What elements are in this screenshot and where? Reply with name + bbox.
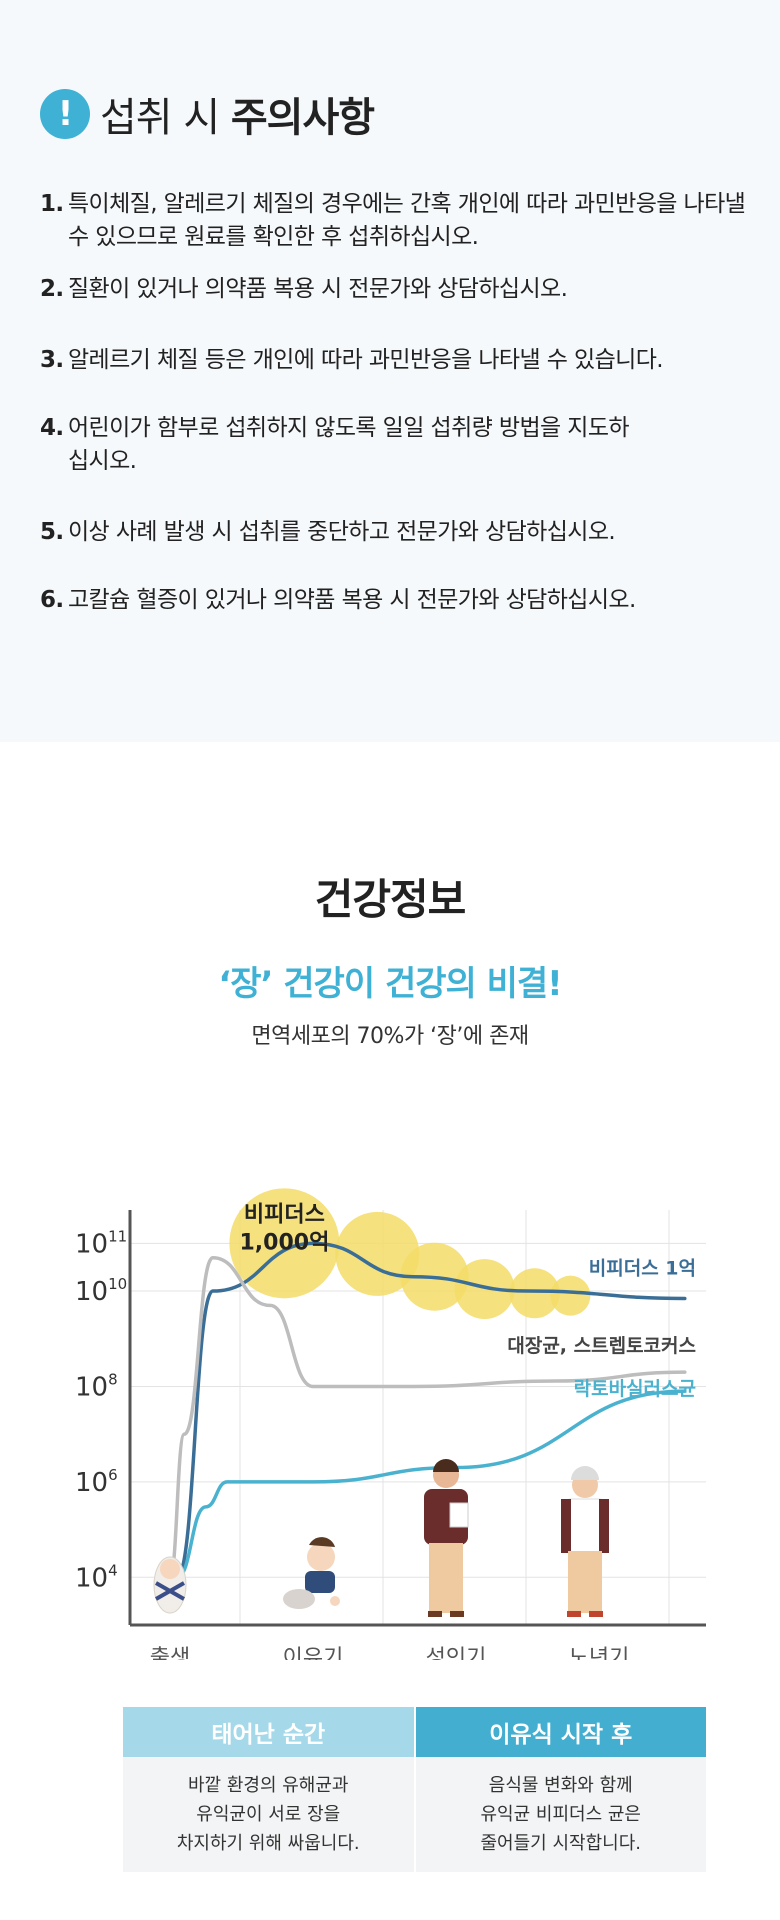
caution-item-text: 질환이 있거나 의약품 복용 시 전문가와 상담하십시오. (68, 276, 568, 302)
caution-item-number: 2. (40, 276, 64, 302)
elderly-cardigan (599, 1499, 609, 1553)
stage-text-birth: 바깥 환경의 유해균과 유익균이 서로 장을 차지하기 위해 싸웁니다. (123, 1757, 414, 1872)
caution-item-number: 5. (40, 519, 64, 545)
caution-item-number: 1. (40, 191, 64, 217)
x-tick-label: 이유기 (283, 1646, 344, 1660)
chart-series (168, 1241, 687, 1580)
x-tick-label: 출생 (150, 1646, 190, 1660)
caution-item: 1. 특이체질, 알레르기 체질의 경우에는 간혹 개인에 따라 과민반응을 나… (40, 188, 750, 254)
elderly-hair (571, 1466, 599, 1480)
stage-divider (413, 1757, 416, 1872)
series-line (175, 1241, 687, 1580)
y-tick-label: 104 (75, 1561, 118, 1593)
y-tick-label: 108 (75, 1370, 118, 1402)
stage-header-birth: 태어난 순간 (123, 1707, 414, 1757)
child-pants (283, 1589, 315, 1609)
chart-figures (153, 1459, 609, 1617)
caution-item-number: 3. (40, 347, 64, 373)
caution-item-text: 이상 사례 발생 시 섭취를 중단하고 전문가와 상담하십시오. (68, 519, 616, 545)
x-tick-label: 성인기 (426, 1646, 487, 1660)
y-tick-label: 1011 (75, 1227, 127, 1259)
y-tick-label: 1010 (75, 1275, 127, 1307)
caution-item: 4. 어린이가 함부로 섭취하지 않도록 일일 섭취량 방법을 지도하십시오. (40, 412, 640, 478)
caution-title: ! 섭취 시 주의사항 (40, 84, 375, 144)
series-line (175, 1389, 687, 1580)
stage-text-weaning: 음식물 변화와 함께 유익균 비피더스 균은 줄어들기 시작합니다. (415, 1757, 706, 1872)
adult-pants (429, 1543, 463, 1613)
adult-hair (433, 1459, 459, 1472)
elderly-shoe (567, 1611, 581, 1617)
series-label: 비피더스 1억 (589, 1257, 696, 1279)
elderly-shoe (589, 1611, 603, 1617)
caution-item: 6. 고칼슘 혈증이 있거나 의약품 복용 시 전문가와 상담하십시오. (40, 584, 750, 617)
baby-ribbon (155, 1581, 185, 1601)
caution-item-text: 알레르기 체질 등은 개인에 따라 과민반응을 나타낼 수 있습니다. (68, 347, 664, 373)
caution-title-bold: 주의사항 (230, 95, 375, 141)
health-subtitle: ‘장’ 건강이 건강의 비결! (218, 964, 562, 1004)
elderly-pants (568, 1551, 602, 1613)
caution-item: 3. 알레르기 체질 등은 개인에 따라 과민반응을 나타낼 수 있습니다. (40, 344, 750, 377)
bifidus-bubble (550, 1275, 591, 1316)
bubble-label-name: 비피더스 (244, 1202, 325, 1227)
chart-axes: 1011 1010 108 106 104 출생 이유기 성인기 노년기 (75, 1210, 706, 1660)
caution-item: 5. 이상 사례 발생 시 섭취를 중단하고 전문가와 상담하십시오. (40, 516, 750, 549)
adult-shoe (450, 1611, 464, 1617)
caution-item: 2. 질환이 있거나 의약품 복용 시 전문가와 상담하십시오. (40, 273, 750, 306)
health-title: 건강정보 (314, 875, 467, 924)
caution-item-number: 4. (40, 415, 64, 441)
child-hand (330, 1596, 340, 1606)
caution-section: ! 섭취 시 주의사항 1. 특이체질, 알레르기 체질의 경우에는 간혹 개인… (0, 0, 780, 742)
x-tick-label: 노년기 (569, 1646, 630, 1660)
y-tick-label: 106 (75, 1466, 118, 1498)
caution-item-text: 어린이가 함부로 섭취하지 않도록 일일 섭취량 방법을 지도하십시오. (68, 415, 630, 474)
caution-item-text: 특이체질, 알레르기 체질의 경우에는 간혹 개인에 따라 과민반응을 나타낼 … (68, 191, 746, 250)
baby-head (160, 1559, 180, 1579)
adult-paper (449, 1502, 469, 1528)
child-figure (307, 1543, 335, 1571)
caution-title-normal: 섭취 시 (100, 95, 220, 141)
stage-table: 태어난 순간 이유식 시작 후 바깥 환경의 유해균과 유익균이 서로 장을 차… (123, 1707, 706, 1872)
health-description: 면역세포의 70%가 ‘장’에 존재 (251, 1024, 529, 1049)
exclamation-icon: ! (40, 89, 90, 139)
caution-item-text: 고칼슘 혈증이 있거나 의약품 복용 시 전문가와 상담하십시오. (68, 587, 636, 613)
bifidus-bubble (454, 1259, 515, 1320)
series-label: 락토바실러스균 (574, 1378, 696, 1400)
elderly-cardigan (561, 1499, 571, 1553)
caution-item-number: 6. (40, 587, 64, 613)
child-hair (309, 1537, 335, 1547)
bubble-label-value: 1,000억 (239, 1230, 329, 1255)
series-line (168, 1255, 687, 1580)
bifidus-bubble (509, 1268, 560, 1319)
child-shirt (305, 1571, 335, 1593)
adult-shoe (428, 1611, 442, 1617)
stage-divider (413, 1707, 416, 1757)
series-label: 대장균, 스트렙토코커스 (507, 1335, 696, 1357)
stage-header-weaning: 이유식 시작 후 (415, 1707, 706, 1757)
